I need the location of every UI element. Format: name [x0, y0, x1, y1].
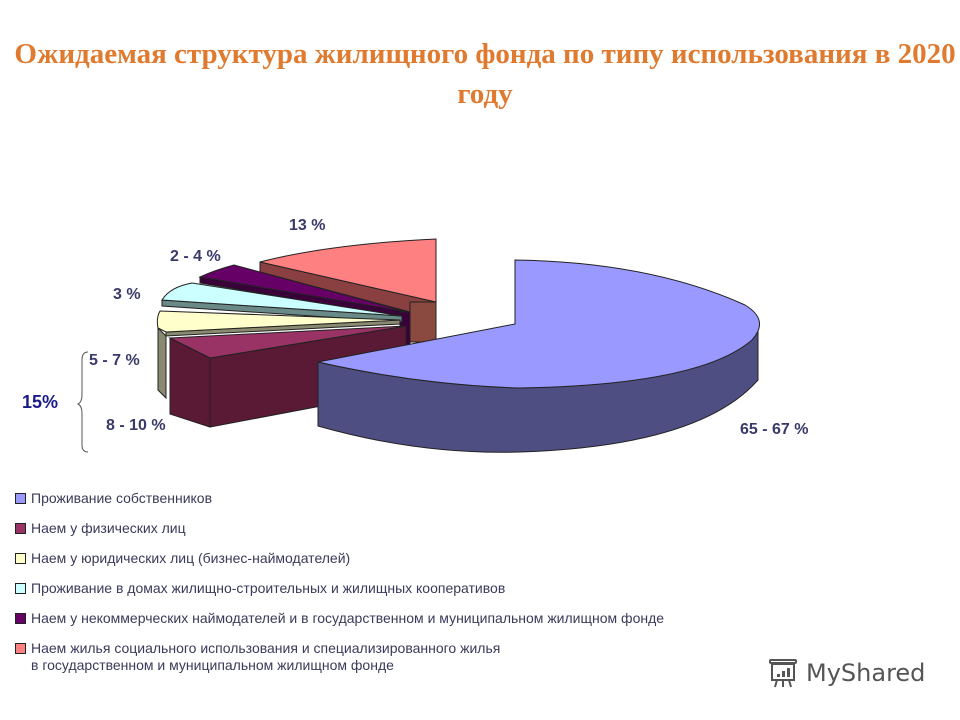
watermark-text: MyShared: [806, 659, 926, 687]
legend-item-legal: Наем у юридических лиц (бизнес-наймодате…: [15, 550, 664, 580]
legend-swatch: [15, 493, 26, 504]
legend-swatch: [15, 613, 26, 624]
legend-label: Проживание в домах жилищно-строительных …: [31, 580, 506, 596]
slice-coops: [161, 282, 403, 323]
legend-label: Наем у юридических лиц (бизнес-наймодате…: [31, 550, 351, 566]
legend-swatch: [15, 523, 26, 534]
slice-owners: [317, 259, 760, 453]
legend-item-noncommercial: Наем у некоммерческих наймодателей и в г…: [15, 610, 664, 640]
presentation-board-icon: [769, 659, 797, 688]
label-noncommercial: 2 - 4 %: [170, 248, 221, 265]
legend-label: Проживание собственников: [31, 490, 213, 506]
slice-social: [259, 238, 437, 343]
legend-item-social: Наем жилья социального использования и с…: [15, 640, 664, 680]
legend-label: Наем у некоммерческих наймодателей и в г…: [31, 610, 665, 626]
label-social: 13 %: [289, 217, 326, 234]
legend-item-owners: Проживание собственников: [15, 490, 664, 520]
label-legal: 5 - 7 %: [89, 352, 140, 369]
label-group-total: 15%: [22, 392, 59, 412]
slice-legal: [156, 310, 401, 400]
legend-label: Наем у физических лиц: [31, 520, 186, 536]
label-owners: 65 - 67 %: [740, 421, 809, 438]
chart-legend: Проживание собственников Наем у физическ…: [15, 490, 664, 680]
legend-swatch: [15, 643, 26, 654]
chart-title: Ожидаемая структура жилищного фонда по т…: [14, 38, 956, 110]
slice-individuals: [168, 325, 407, 428]
label-coops: 3 %: [113, 286, 141, 303]
legend-swatch: [15, 553, 26, 564]
watermark-logo: MyShared: [766, 656, 925, 690]
legend-item-individuals: Наем у физических лиц: [15, 520, 664, 550]
legend-label: Наем жилья социального использования и с…: [31, 640, 501, 673]
legend-swatch: [15, 583, 26, 594]
label-individuals: 8 - 10 %: [106, 417, 166, 434]
group-brace: [76, 351, 89, 453]
legend-item-coops: Проживание в домах жилищно-строительных …: [15, 580, 664, 610]
